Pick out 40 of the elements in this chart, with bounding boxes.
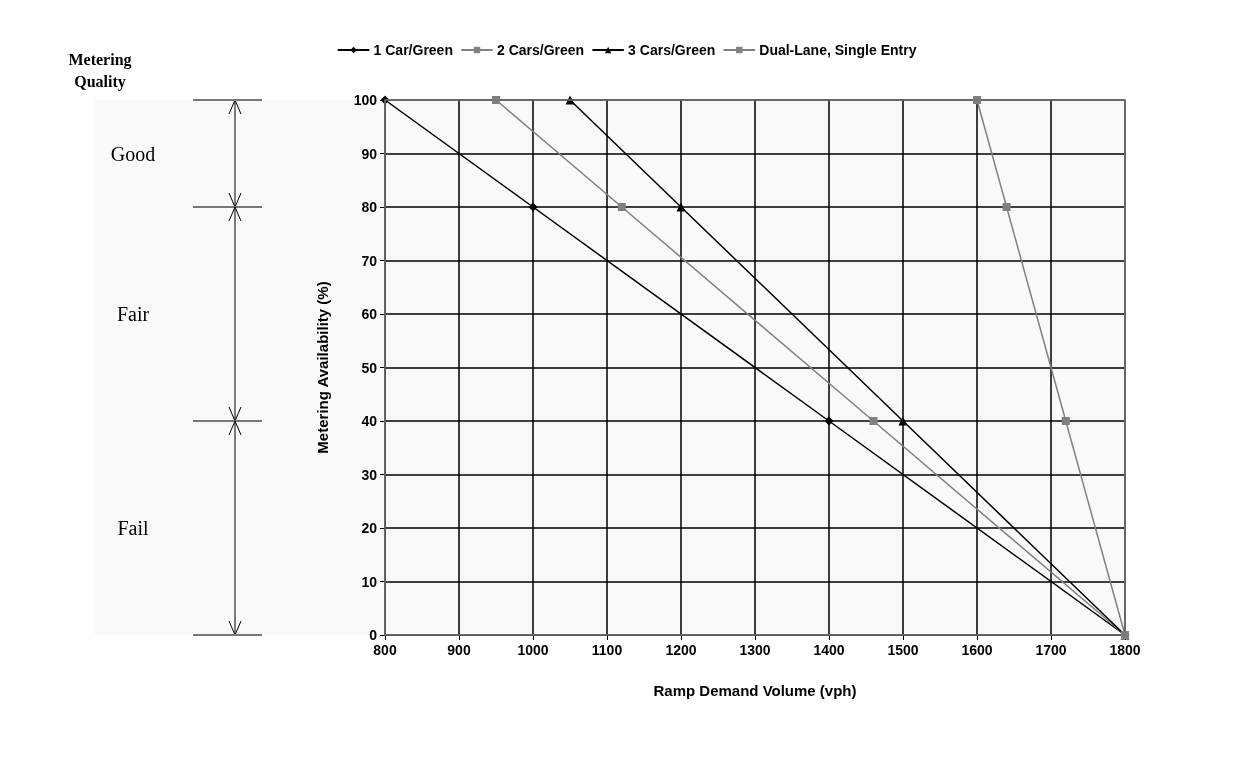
- legend-label: 1 Car/Green: [373, 42, 453, 58]
- y-tick-label: 80: [361, 199, 378, 215]
- point: [824, 416, 834, 426]
- y-tick-label: 60: [361, 306, 378, 322]
- y-tick-label: 0: [369, 627, 378, 643]
- x-tick-label: 1000: [517, 642, 549, 658]
- legend-label: 3 Cars/Green: [628, 42, 716, 58]
- band-label: Fair: [116, 303, 150, 325]
- legend-label: Dual-Lane, Single Entry: [759, 42, 917, 58]
- y-tick-label: 40: [361, 413, 378, 429]
- x-tick-label: 1600: [961, 642, 993, 658]
- x-tick-label: 1300: [739, 642, 771, 658]
- legend-label: 2 Cars/Green: [496, 42, 585, 58]
- point: [1061, 417, 1070, 425]
- text: Metering Quality: [68, 50, 132, 91]
- y-tick-label: 90: [361, 145, 378, 162]
- x-tick-label: 900: [447, 642, 471, 658]
- x-tick-label: 1800: [1109, 642, 1141, 658]
- y-tick-label: 50: [361, 359, 378, 376]
- y-tick-label: 30: [361, 466, 378, 483]
- point: [1002, 203, 1011, 211]
- point: [528, 202, 538, 212]
- x-tick-label: 1100: [591, 642, 623, 658]
- x-tick-label: 1500: [887, 642, 919, 658]
- x-tick-label: 1200: [665, 642, 697, 658]
- band-label: Fail: [117, 517, 149, 539]
- band-label: Good: [110, 142, 156, 165]
- x-axis-title: Ramp Demand Volume (vph): [653, 682, 857, 699]
- y-tick-label: 100: [353, 92, 378, 108]
- point: [676, 202, 686, 212]
- point: [617, 203, 626, 211]
- y-axis-title: Metering Availability (%): [314, 281, 331, 454]
- x-tick-label: 1400: [813, 642, 845, 658]
- y-tick-label: 70: [361, 252, 378, 269]
- point: [869, 417, 878, 425]
- y-tick-label: 20: [361, 520, 378, 536]
- point: [898, 416, 908, 426]
- x-tick-label: 1700: [1035, 642, 1067, 658]
- y-tick-label: 10: [361, 573, 378, 590]
- x-tick-label: 800: [373, 642, 397, 658]
